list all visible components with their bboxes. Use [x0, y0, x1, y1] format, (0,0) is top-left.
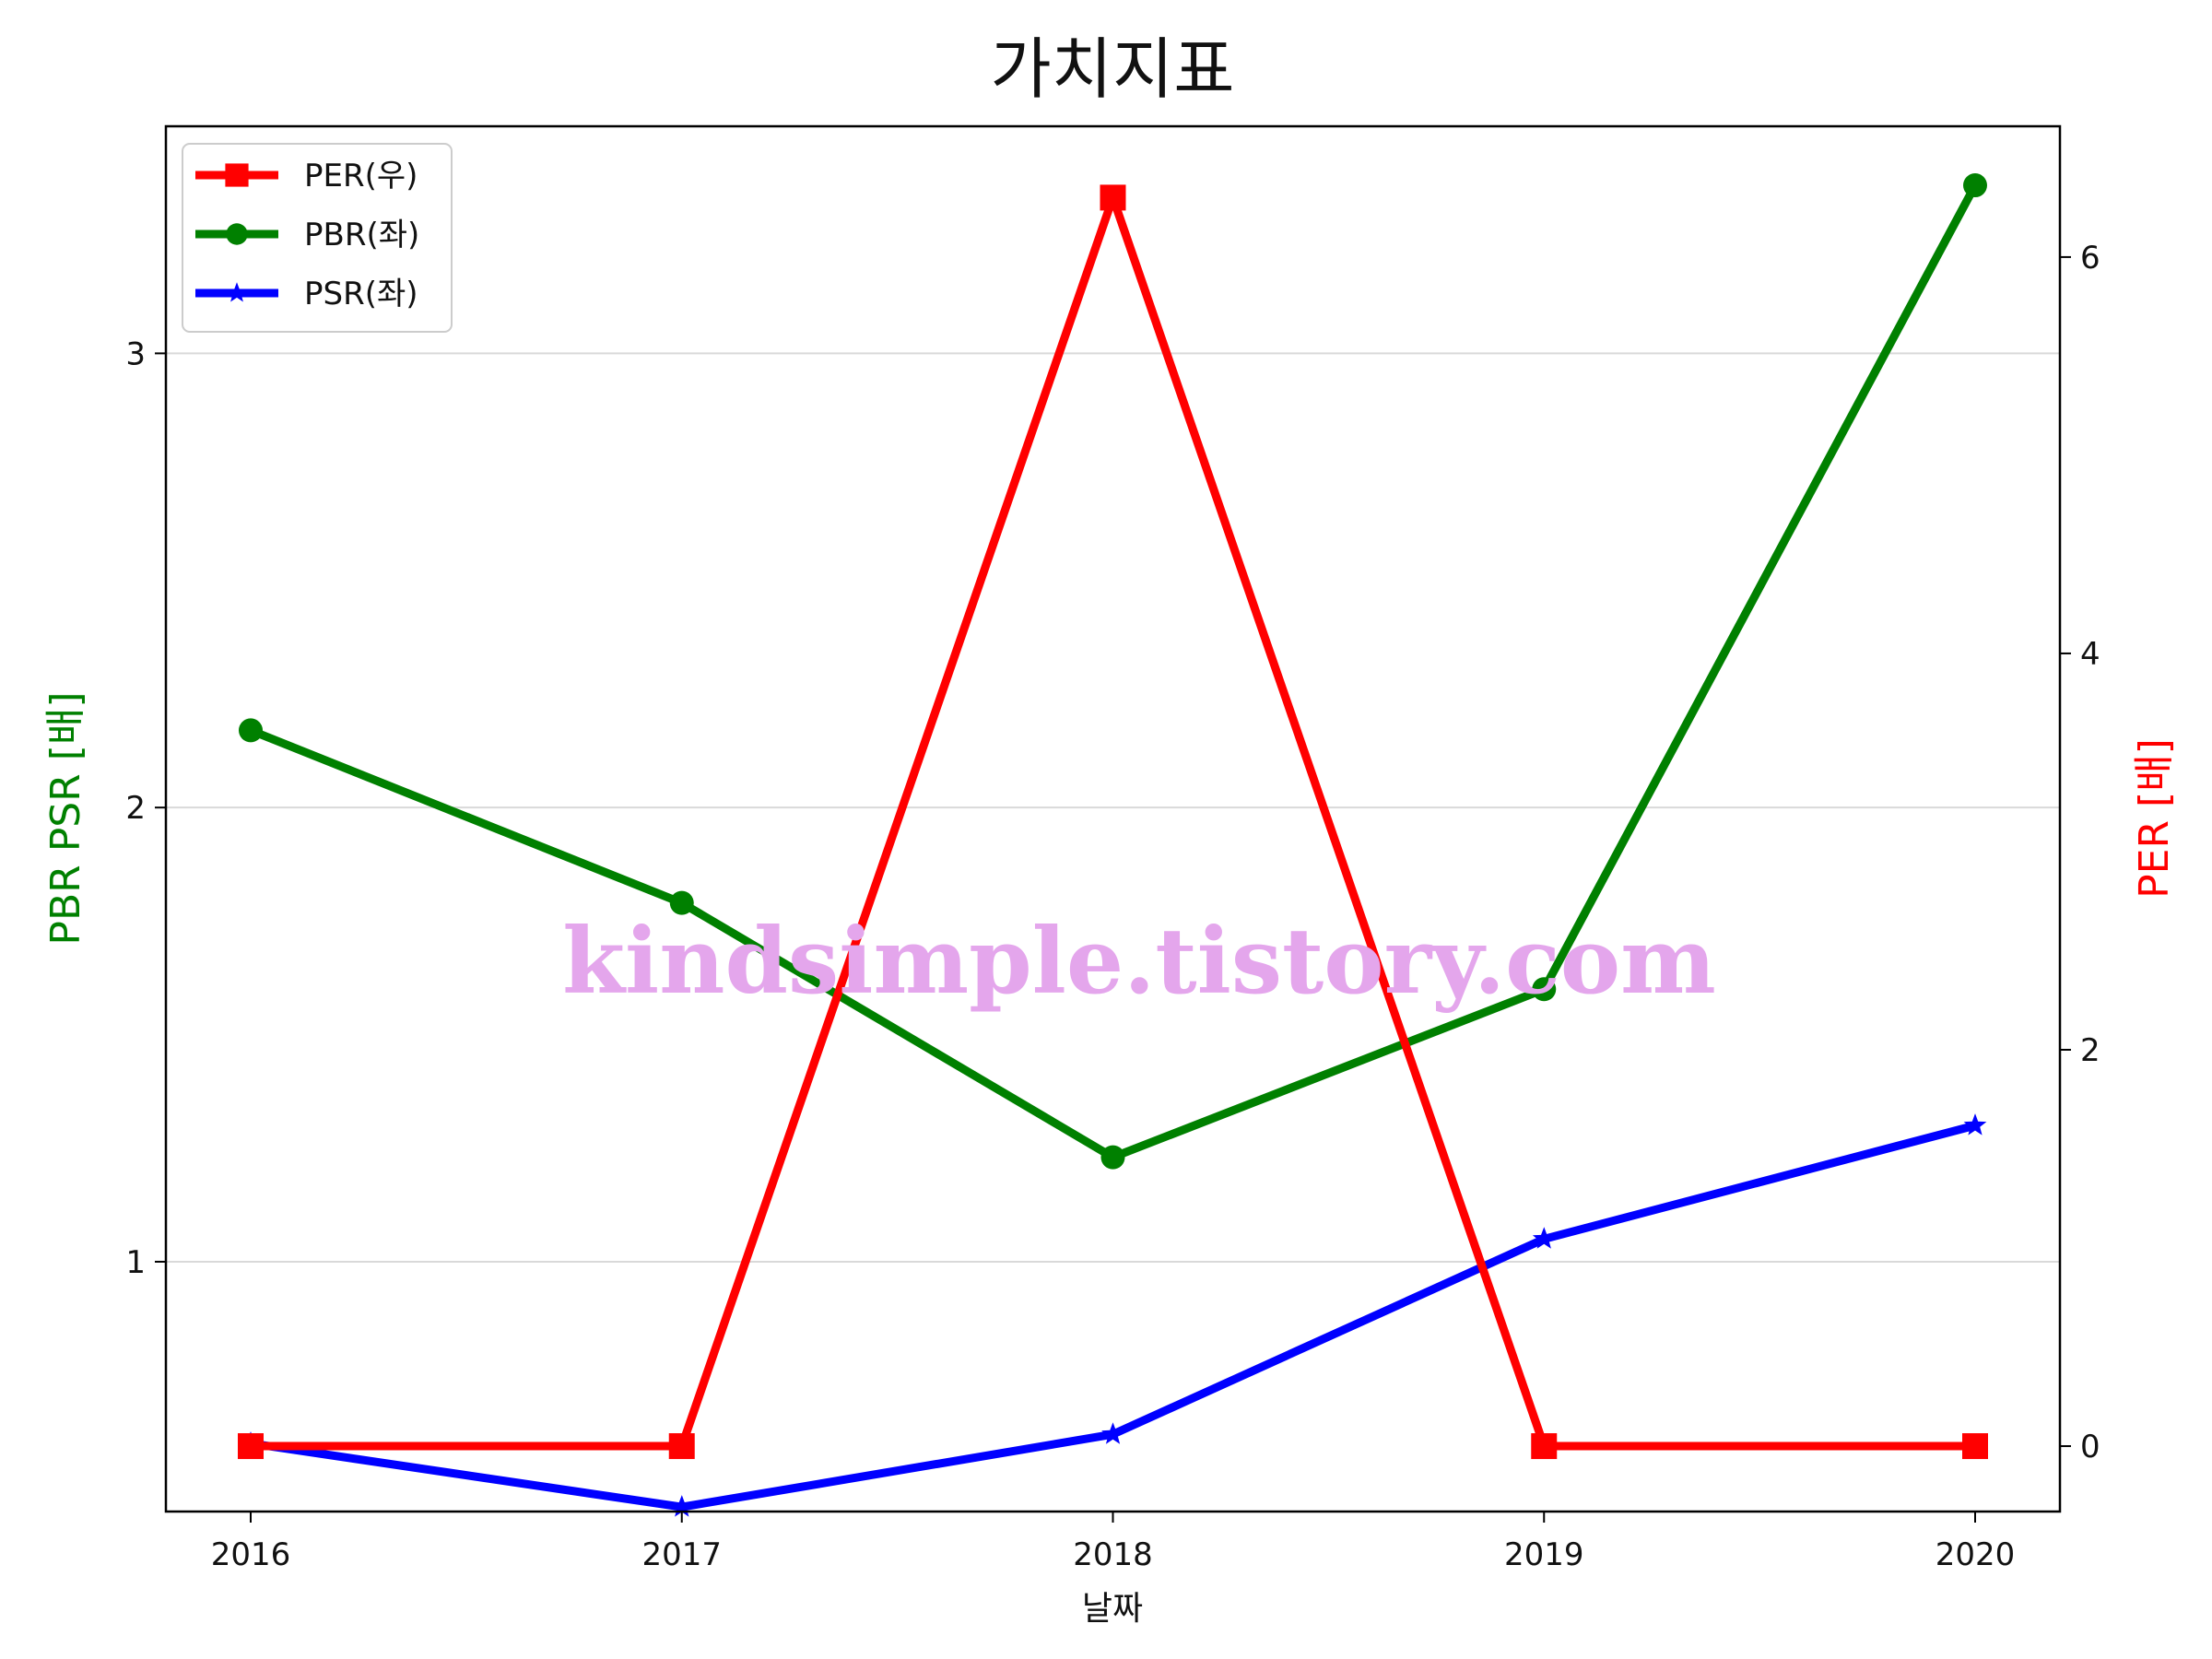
- legend-box: [182, 143, 453, 333]
- legend-label-psr: PSR(좌): [304, 276, 418, 312]
- left-tick-label-1: 1: [125, 1244, 146, 1281]
- point-per-2018: [1100, 184, 1126, 211]
- right-tick-label-6: 6: [2080, 240, 2100, 276]
- legend-marker-psr: [226, 282, 248, 302]
- left-tick-label-3: 3: [125, 335, 146, 372]
- point-psr-2019: [1532, 1227, 1556, 1249]
- point-psr-2020: [1963, 1113, 1987, 1135]
- legend-marker-per: [225, 163, 249, 187]
- watermark: kindsimple.tistory.com: [562, 909, 1716, 1015]
- chart-title: 가치지표: [991, 30, 1235, 108]
- right-tick-label-0: 0: [2080, 1429, 2100, 1465]
- legend: PER(우) PBR(좌) PSR(좌): [182, 143, 453, 333]
- series-per: [238, 184, 1988, 1460]
- grid-layer: [166, 352, 2060, 1263]
- point-per-2019: [1531, 1433, 1558, 1460]
- left-y-axis: 1 2 3: [125, 335, 166, 1281]
- x-axis-label: 날짜: [1082, 1590, 1143, 1628]
- legend-marker-pbr: [226, 223, 248, 245]
- point-per-2020: [1962, 1433, 1988, 1460]
- x-axis: 2016 2017 2018 2019 2020: [211, 1512, 2016, 1573]
- point-pbr-2020: [1963, 173, 1987, 198]
- series-layer: [238, 173, 1988, 1517]
- x-tick-label-2019: 2019: [1504, 1536, 1584, 1573]
- x-tick-label-2018: 2018: [1073, 1536, 1153, 1573]
- right-tick-label-2: 2: [2080, 1032, 2100, 1069]
- left-y-axis-label: PBR PSR [배]: [42, 691, 89, 945]
- right-tick-label-4: 4: [2080, 636, 2100, 673]
- x-tick-label-2016: 2016: [211, 1536, 291, 1573]
- point-per-2016: [238, 1433, 264, 1460]
- left-tick-label-2: 2: [125, 790, 146, 827]
- legend-label-pbr: PBR(좌): [304, 217, 419, 253]
- point-pbr-2019: [1532, 977, 1557, 1002]
- point-psr-2018: [1101, 1422, 1124, 1444]
- point-pbr-2016: [239, 718, 263, 743]
- point-pbr-2017: [669, 890, 694, 915]
- x-tick-label-2020: 2020: [1936, 1536, 2016, 1573]
- right-y-axis-label: PER [배]: [2131, 738, 2178, 899]
- point-pbr-2018: [1100, 1145, 1125, 1170]
- series-pbr: [239, 173, 1987, 1170]
- point-psr-2017: [670, 1495, 694, 1517]
- x-tick-label-2017: 2017: [641, 1536, 722, 1573]
- point-per-2017: [668, 1433, 695, 1460]
- right-y-axis: 0 2 4 6: [2060, 240, 2100, 1465]
- legend-label-per: PER(우): [304, 158, 418, 194]
